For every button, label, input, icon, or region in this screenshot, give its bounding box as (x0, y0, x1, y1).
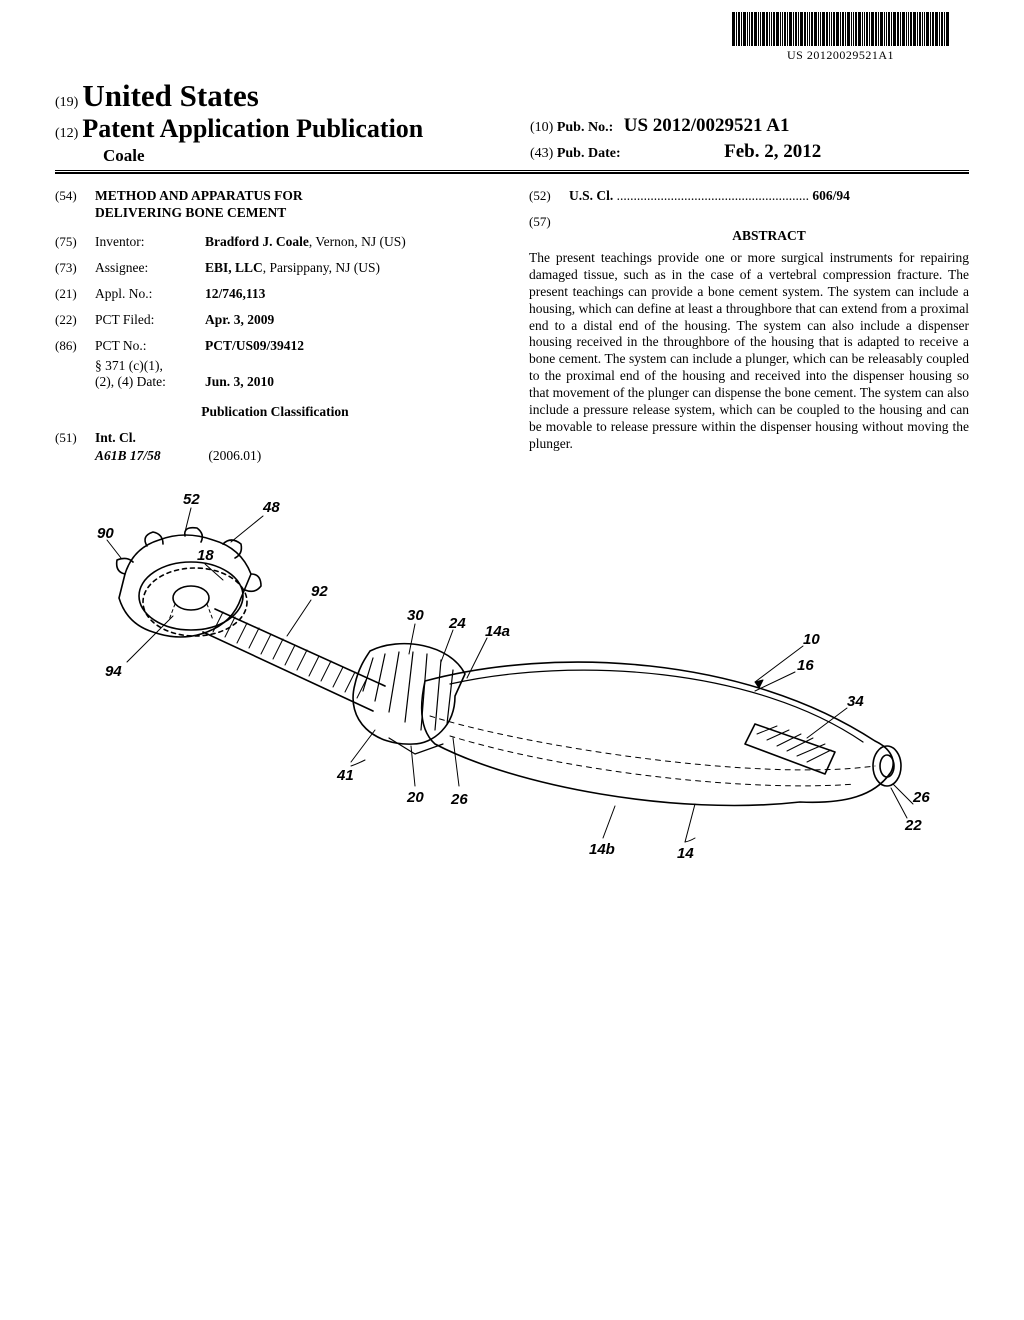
inid-21: (21) (55, 286, 95, 302)
pctno-value: PCT/US09/39412 (205, 338, 495, 354)
right-column: (52) U.S. Cl. ..........................… (529, 188, 969, 464)
pubdate-label: Pub. Date: (557, 146, 621, 161)
country-title: United States (82, 78, 259, 113)
doc-type-title: Patent Application Publication (82, 114, 423, 143)
pubclass-heading: Publication Classification (55, 404, 495, 420)
s371-line2: (2), (4) Date: Jun. 3, 2010 (55, 374, 495, 390)
applno-value: 12/746,113 (205, 286, 495, 302)
inid-86: (86) (55, 338, 95, 354)
uscl-dots: ........................................… (617, 188, 809, 203)
ref-16: 16 (797, 657, 814, 674)
ref-14a: 14a (485, 623, 510, 640)
intcl-row: A61B 17/58 (2006.01) (55, 448, 495, 464)
ref-14b: 14b (589, 841, 615, 858)
s371-line1: § 371 (c)(1), (55, 358, 495, 374)
assignee-name: EBI, LLC (205, 260, 263, 275)
s371-value: Jun. 3, 2010 (205, 374, 495, 390)
label-assignee: Assignee: (95, 260, 205, 276)
collar-step (389, 738, 443, 754)
inid-22: (22) (55, 312, 95, 328)
inid-54: (54) (55, 188, 95, 222)
label-pctno: PCT No.: (95, 338, 205, 354)
ref-26a: 26 (450, 791, 468, 808)
title-line1: METHOD AND APPARATUS FOR (95, 188, 303, 203)
pubno-label: Pub. No.: (557, 120, 613, 135)
abstract-text: The present teachings provide one or mor… (529, 250, 969, 453)
assignee-tail: , Parsippany, NJ (US) (263, 260, 380, 275)
rule-thick (55, 172, 969, 174)
inid-52: (52) (529, 188, 569, 204)
ref-20: 20 (406, 789, 424, 806)
dash-split-14b (450, 736, 855, 786)
tip-ring-outer (873, 746, 901, 786)
patent-page: US 20120029521A1 (19) United States (12)… (0, 0, 1024, 1320)
inid-73: (73) (55, 260, 95, 276)
patent-figure: 90 52 48 18 92 94 30 24 14a 41 20 26 10 … (55, 486, 935, 926)
ref-34: 34 (847, 693, 864, 710)
field-75: (75) Inventor: Bradford J. Coale, Vernon… (55, 234, 495, 250)
inid-19: (19) (55, 95, 78, 110)
barcode-icon (732, 12, 949, 46)
ref-14: 14 (677, 845, 694, 862)
ref-10: 10 (803, 631, 820, 648)
ref-24: 24 (448, 615, 466, 632)
housing-outline (422, 662, 893, 805)
inid-10: (10) (530, 120, 553, 135)
ref-41: 41 (336, 767, 354, 784)
barcode-block: US 20120029521A1 (732, 12, 949, 63)
pubdate-value: Feb. 2, 2012 (724, 141, 821, 162)
ref-18: 18 (197, 547, 214, 564)
ref-22: 22 (904, 817, 922, 834)
ref-30: 30 (407, 607, 424, 624)
threaded-shaft (203, 609, 385, 711)
inid-43: (43) (530, 146, 553, 161)
label-applno: Appl. No.: (95, 286, 205, 302)
s371-label: (2), (4) Date: (95, 374, 205, 390)
author-surname: Coale (55, 146, 969, 166)
field-52: (52) U.S. Cl. ..........................… (529, 188, 969, 204)
abstract-heading: ABSTRACT (569, 228, 969, 244)
ref-26b: 26 (912, 789, 930, 806)
header-right: (10) Pub. No.: US 2012/0029521 A1 (43) P… (530, 115, 821, 163)
barcode-number: US 20120029521A1 (732, 48, 949, 63)
inid-51: (51) (55, 430, 95, 446)
field-51: (51) Int. Cl. (55, 430, 495, 446)
field-54: (54) METHOD AND APPARATUS FOR DELIVERING… (55, 188, 495, 222)
field-73: (73) Assignee: EBI, LLC, Parsippany, NJ … (55, 260, 495, 276)
ref-90: 90 (97, 525, 114, 542)
ref-52: 52 (183, 491, 200, 508)
biblio-columns: (54) METHOD AND APPARATUS FOR DELIVERING… (55, 188, 969, 464)
header: (19) United States (12) Patent Applicati… (55, 78, 969, 166)
inventor-name: Bradford J. Coale (205, 234, 309, 249)
knob (117, 527, 261, 636)
uscl-value: 606/94 (812, 188, 850, 203)
housing-upper-contour (450, 670, 863, 742)
inid-12: (12) (55, 126, 78, 141)
rule-thin (55, 170, 969, 171)
ref-94: 94 (105, 663, 122, 680)
label-inventor: Inventor: (95, 234, 205, 250)
field-57: (57) ABSTRACT (529, 214, 969, 250)
intcl-label: Int. Cl. (95, 430, 136, 446)
ref-92: 92 (311, 583, 328, 600)
label-pctfiled: PCT Filed: (95, 312, 205, 328)
title-line2: DELIVERING BONE CEMENT (95, 205, 286, 220)
pctfiled-value: Apr. 3, 2009 (205, 312, 495, 328)
left-column: (54) METHOD AND APPARATUS FOR DELIVERING… (55, 188, 495, 464)
intcl-code: A61B 17/58 (95, 448, 205, 464)
intcl-year: (2006.01) (208, 448, 261, 463)
ref-48: 48 (262, 499, 280, 516)
tip-ring-inner (880, 755, 894, 777)
inventor-tail: , Vernon, NJ (US) (309, 234, 406, 249)
inid-75: (75) (55, 234, 95, 250)
uscl-label: U.S. Cl. (569, 188, 613, 203)
pubno-value: US 2012/0029521 A1 (624, 115, 790, 136)
field-86: (86) PCT No.: PCT/US09/39412 (55, 338, 495, 354)
field-21: (21) Appl. No.: 12/746,113 (55, 286, 495, 302)
collar-outline (353, 643, 465, 743)
field-22: (22) PCT Filed: Apr. 3, 2009 (55, 312, 495, 328)
inid-57: (57) (529, 214, 569, 250)
